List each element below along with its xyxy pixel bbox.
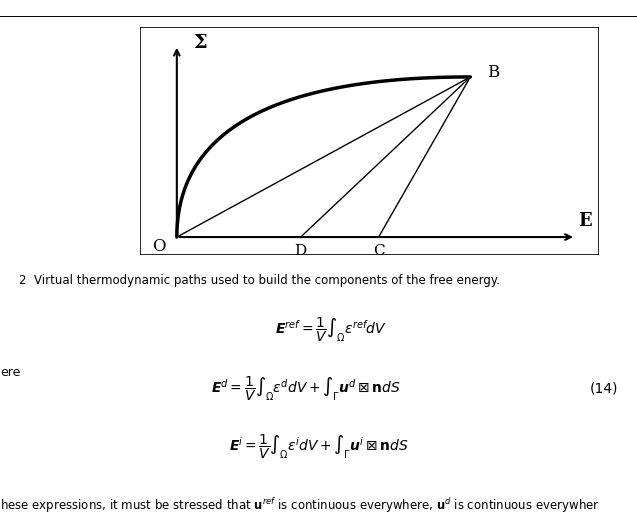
Text: (14): (14): [589, 381, 618, 395]
Text: $\boldsymbol{E}^{i} = \dfrac{1}{V}\int_{\Omega} \epsilon^{i}dV + \int_{\Gamma} \: $\boldsymbol{E}^{i} = \dfrac{1}{V}\int_{…: [229, 433, 408, 461]
Text: hese expressions, it must be stressed that $\mathbf{u}^{ref}$ is continuous ever: hese expressions, it must be stressed th…: [0, 496, 599, 515]
Text: E: E: [578, 212, 592, 230]
Text: D: D: [294, 244, 307, 258]
Text: $\boldsymbol{E}^{ref} = \dfrac{1}{V}\int_{\Omega} \epsilon^{ref}dV$: $\boldsymbol{E}^{ref} = \dfrac{1}{V}\int…: [275, 315, 387, 344]
Text: B: B: [487, 64, 499, 81]
Text: 2  Virtual thermodynamic paths used to build the components of the free energy.: 2 Virtual thermodynamic paths used to bu…: [19, 274, 500, 287]
FancyBboxPatch shape: [140, 27, 599, 255]
Text: $\boldsymbol{E}^{d} = \dfrac{1}{V}\int_{\Omega} \epsilon^{d}dV + \int_{\Gamma} \: $\boldsymbol{E}^{d} = \dfrac{1}{V}\int_{…: [211, 374, 401, 403]
Text: O: O: [152, 238, 165, 255]
Text: ere: ere: [0, 366, 20, 379]
Text: Σ: Σ: [193, 34, 206, 52]
Text: C: C: [373, 244, 385, 258]
